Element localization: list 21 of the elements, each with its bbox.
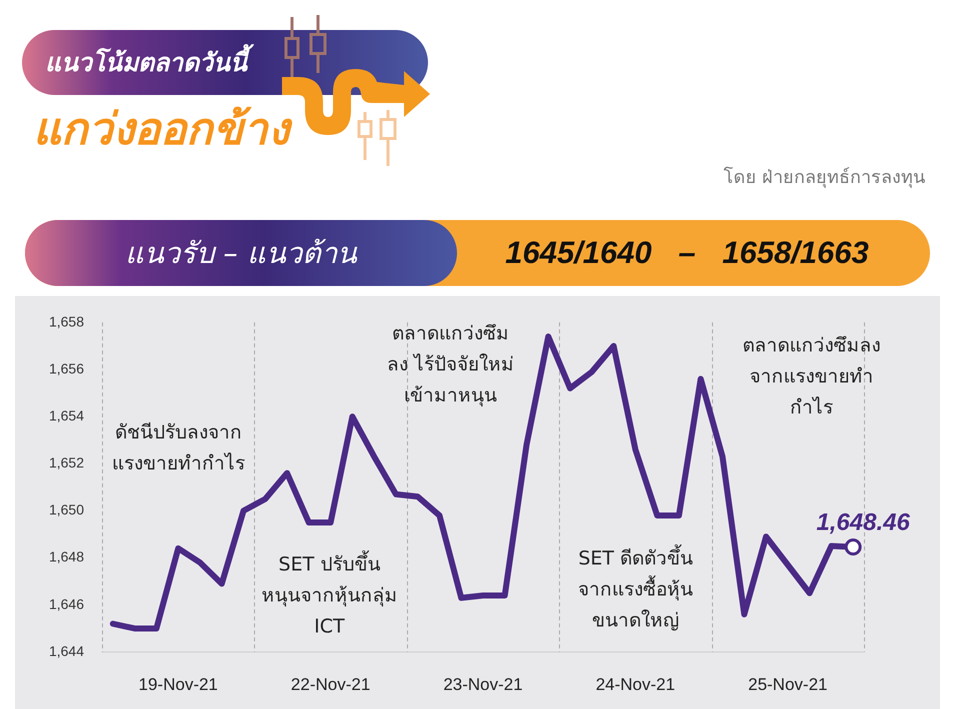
annotation: SET ดีดตัวขึ้น จากแรงซื้อหุ้น ขนาดใหญ่: [578, 544, 694, 632]
y-tick-label: 1,658: [48, 313, 84, 330]
y-tick-label: 1,654: [48, 407, 84, 424]
annotation: SET ปรับขึ้น หนุนจากหุ้นกลุ่ม ICT: [261, 550, 398, 638]
annotation: ดัชนีปรับลงจาก แรงขายทำกำไร: [112, 421, 245, 474]
text: 1645/1640 – 1658/1663: [504, 234, 870, 272]
y-tick-label: 1,656: [48, 360, 84, 376]
x-tick-label: 22-Nov-21: [290, 674, 370, 694]
y-tick-label: 1,644: [48, 642, 84, 659]
y-tick-label: 1,646: [48, 596, 84, 612]
y-tick-label: 1,648: [48, 548, 84, 565]
text: โดย ฝ่ายกลยุทธ์การลงทุน: [722, 166, 925, 190]
annotation: ตลาดแกว่งซึม ลง ไร้ปัจจัยใหม่ เข้ามาหนุน: [386, 322, 514, 408]
x-tick-label: 23-Nov-21: [443, 674, 523, 694]
y-tick-label: 1,650: [48, 502, 84, 518]
x-tick-label: 19-Nov-21: [138, 674, 218, 694]
x-tick-label: 25-Nov-21: [748, 674, 828, 694]
y-tick-label: 1,652: [48, 454, 84, 471]
data-label: 1,648.46: [816, 509, 910, 536]
annotation: ตลาดแกว่งซึมลง จากแรงขายทำ กำไร: [742, 334, 881, 418]
x-tick-label: 24-Nov-21: [596, 674, 676, 694]
